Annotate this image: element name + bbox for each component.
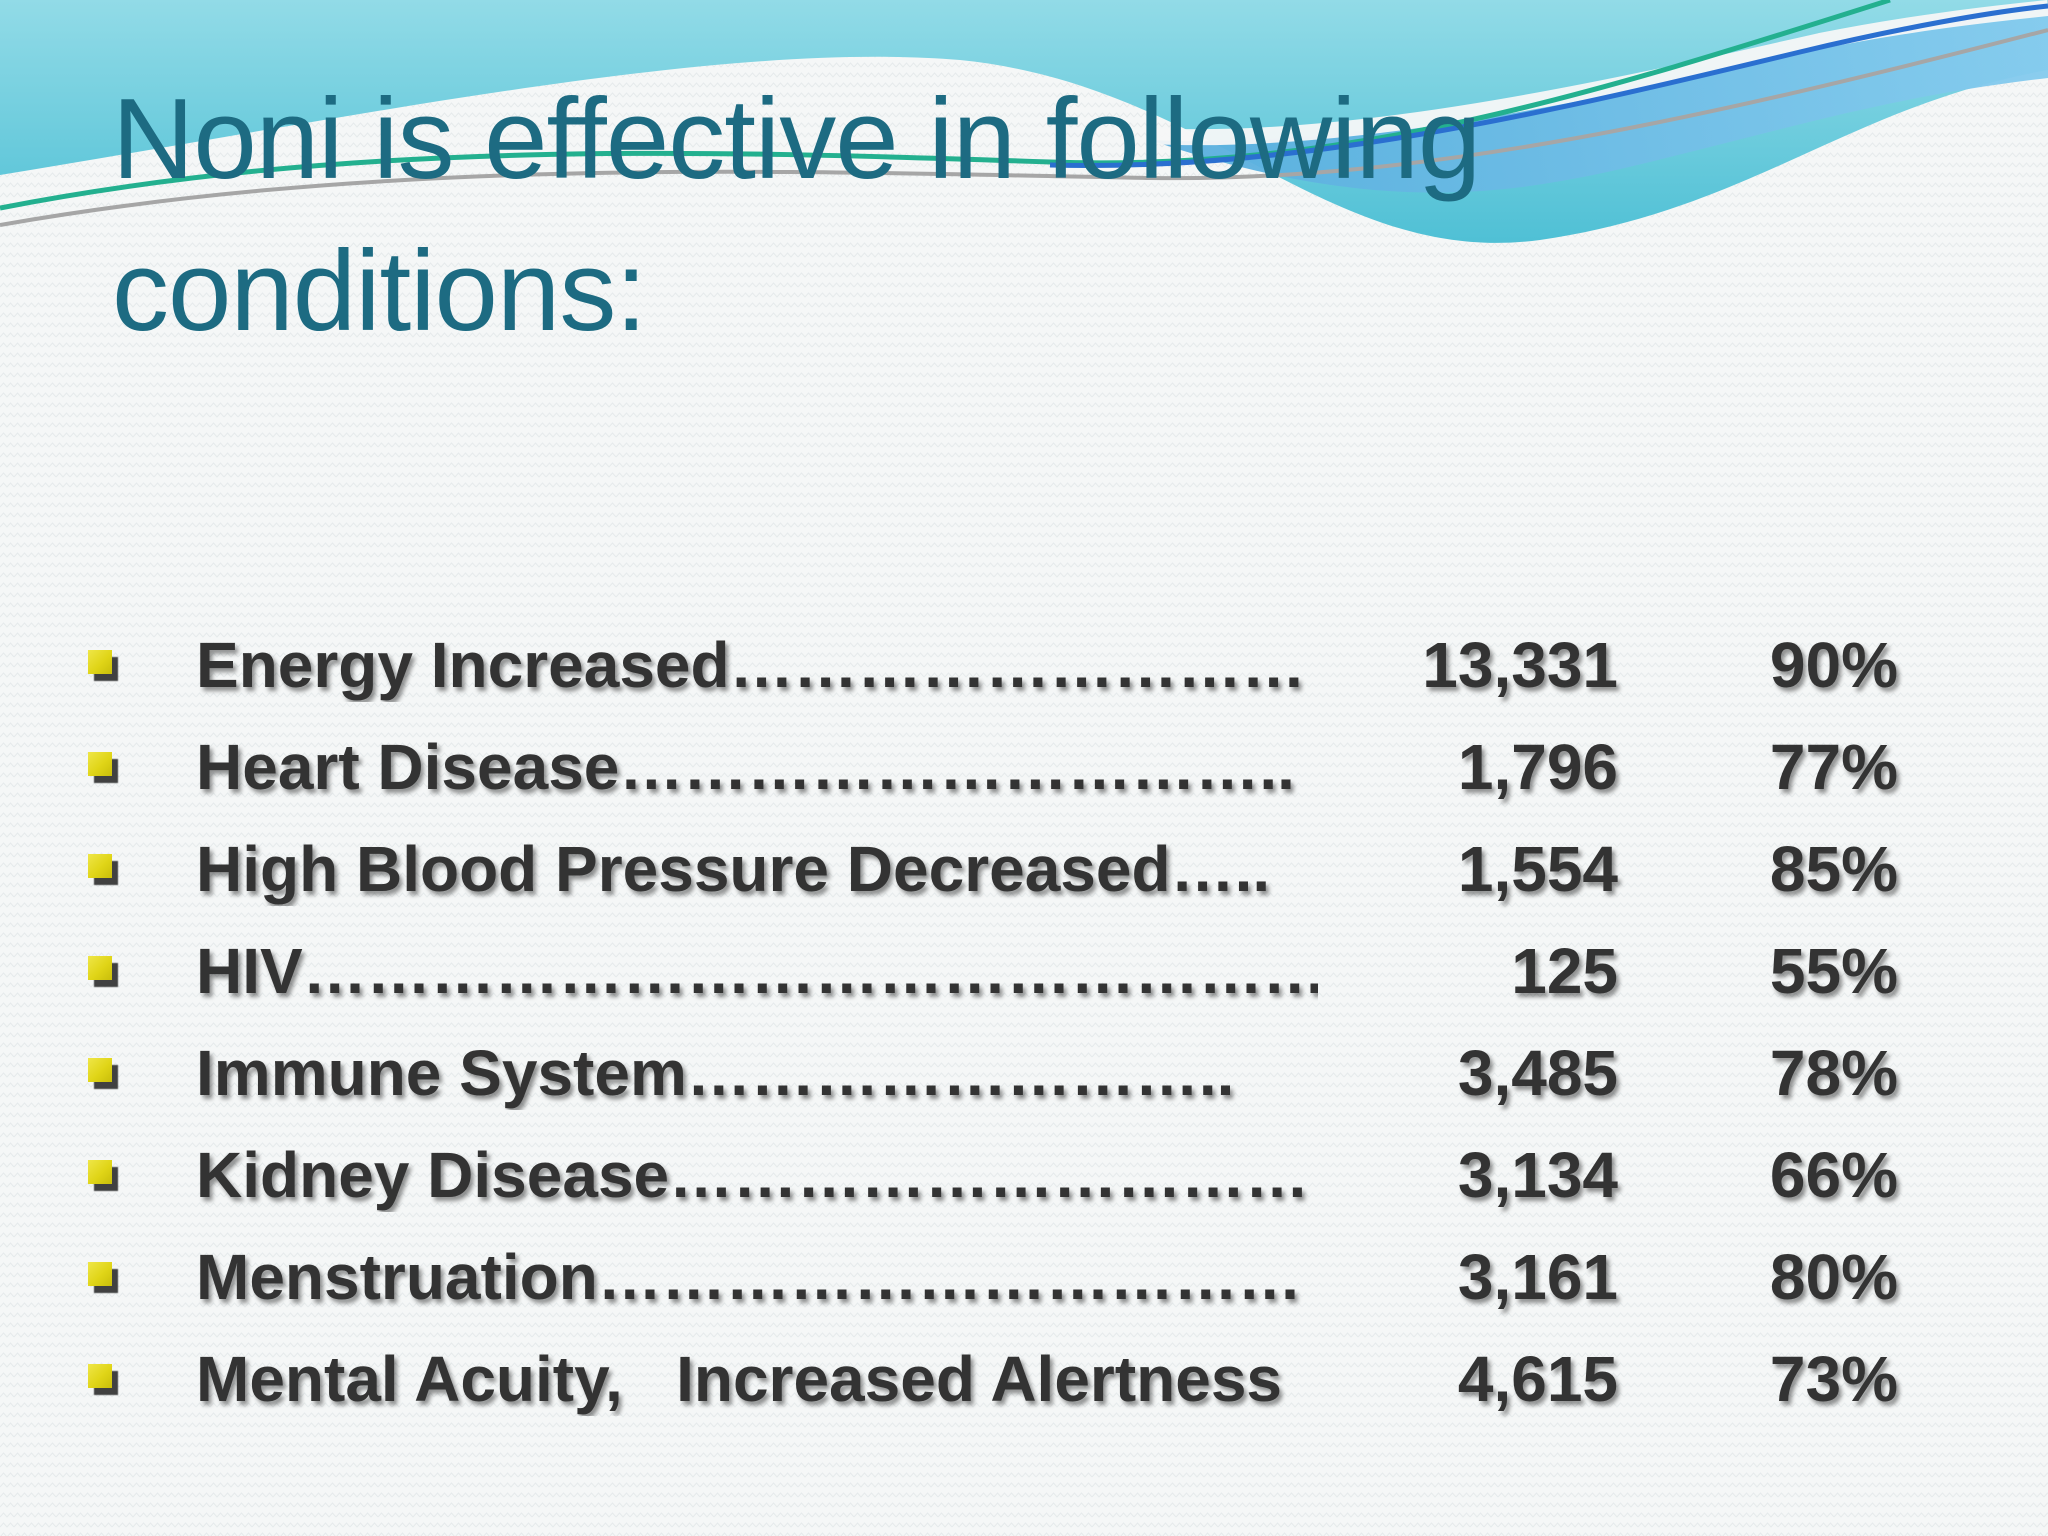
effectiveness-percent: 90% xyxy=(1769,629,1898,701)
list-item: HIV…………………………………………. 125 55% xyxy=(88,920,1898,1022)
list-item: High Blood Pressure Decreased….. 1,554 8… xyxy=(88,818,1898,920)
header-wave-graphic xyxy=(0,0,2048,243)
effectiveness-percent: 78% xyxy=(1769,1037,1898,1109)
slide-title-line1: Noni is effective in following xyxy=(112,76,1481,203)
respondent-count: 1,796 xyxy=(1457,731,1618,803)
respondent-count: 1,554 xyxy=(1457,833,1618,905)
respondent-count: 3,134 xyxy=(1457,1139,1618,1211)
effectiveness-percent: 73% xyxy=(1769,1343,1898,1415)
list-item: Mental Acuity, Increased Alertness 4,615… xyxy=(88,1328,1898,1430)
condition-label: Menstruation…………………………… xyxy=(196,1241,1302,1313)
bullet-square-icon xyxy=(88,1160,112,1184)
effectiveness-percent: 66% xyxy=(1769,1139,1898,1211)
conditions-list: Energy Increased……………………… 13,331 90% Hea… xyxy=(88,614,1898,1430)
condition-label: High Blood Pressure Decreased….. xyxy=(196,833,1271,905)
respondent-count: 3,485 xyxy=(1457,1037,1618,1109)
condition-label: Kidney Disease………………………… xyxy=(196,1139,1310,1211)
list-item: Immune System…………………….. 3,485 78% xyxy=(88,1022,1898,1124)
list-item: Energy Increased……………………… 13,331 90% xyxy=(88,614,1898,716)
bullet-square-icon xyxy=(88,1058,112,1082)
slide-title: Noni is effective in following conditions… xyxy=(112,64,1481,368)
list-item: Menstruation…………………………… 3,161 80% xyxy=(88,1226,1898,1328)
slide-title-line2: conditions: xyxy=(112,228,647,355)
condition-label: Mental Acuity, Increased Alertness xyxy=(196,1343,1282,1415)
respondent-count: 3,161 xyxy=(1457,1241,1618,1313)
effectiveness-percent: 80% xyxy=(1769,1241,1898,1313)
blue-ribbon-wave xyxy=(1150,12,2048,193)
effectiveness-percent: 77% xyxy=(1769,731,1898,803)
bullet-square-icon xyxy=(88,854,112,878)
bullet-square-icon xyxy=(88,1364,112,1388)
blue-accent-line xyxy=(1049,3,2048,168)
bullet-square-icon xyxy=(88,956,112,980)
condition-label: Heart Disease………………………….. xyxy=(196,731,1295,803)
respondent-count: 4,615 xyxy=(1457,1343,1618,1415)
bullet-square-icon xyxy=(88,650,112,674)
effectiveness-percent: 55% xyxy=(1769,935,1898,1007)
list-item: Heart Disease………………………….. 1,796 77% xyxy=(88,716,1898,818)
bullet-square-icon xyxy=(88,1262,112,1286)
gray-accent-line xyxy=(0,28,2048,227)
bullet-square-icon xyxy=(88,752,112,776)
respondent-count: 13,331 xyxy=(1422,629,1618,701)
list-item: Kidney Disease………………………… 3,134 66% xyxy=(88,1124,1898,1226)
effectiveness-percent: 85% xyxy=(1769,833,1898,905)
condition-label: HIV…………………………………………. xyxy=(196,935,1318,1007)
respondent-count: 125 xyxy=(1511,935,1618,1007)
condition-label: Immune System…………………….. xyxy=(196,1037,1235,1109)
condition-label: Energy Increased……………………… xyxy=(196,629,1306,701)
green-accent-line xyxy=(0,0,1891,211)
